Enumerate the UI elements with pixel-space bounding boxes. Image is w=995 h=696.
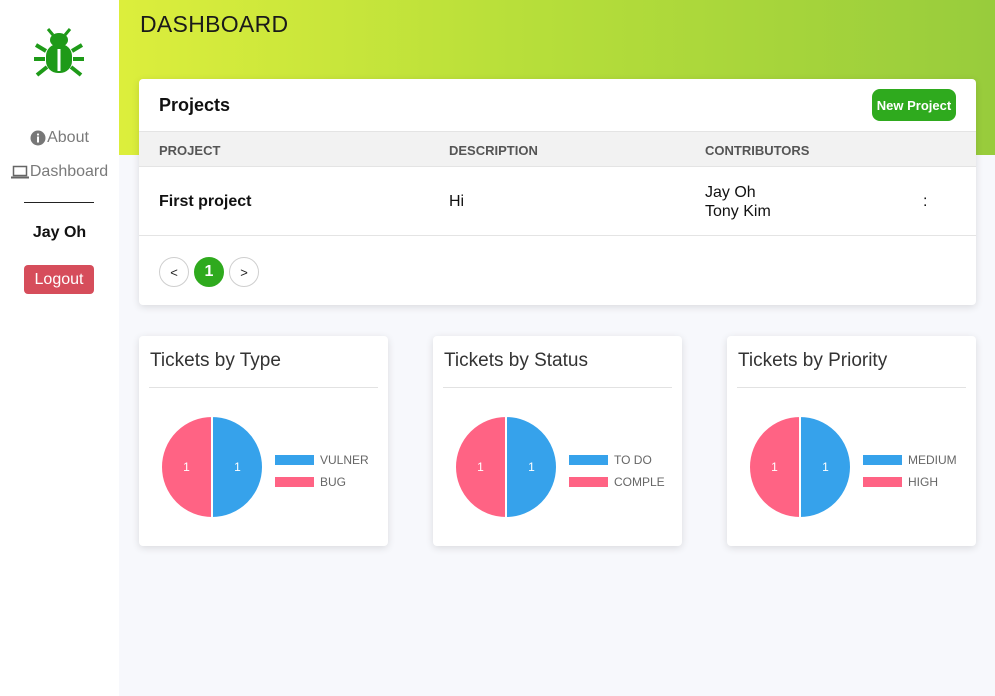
pie-data-label: 1: [528, 460, 535, 474]
pie-data-label: 1: [234, 460, 241, 474]
sidebar-item-about[interactable]: About: [0, 129, 119, 147]
pie-chart[interactable]: 11: [747, 414, 853, 520]
legend-swatch: [569, 455, 608, 465]
chart-title: Tickets by Status: [444, 350, 588, 371]
sidebar-item-dashboard[interactable]: Dashboard: [0, 163, 119, 181]
chart-title: Tickets by Priority: [738, 350, 888, 371]
column-header-project: PROJECT: [159, 143, 221, 158]
pie-data-label: 1: [477, 460, 484, 474]
sidebar-item-label: Dashboard: [29, 163, 109, 180]
legend-swatch: [863, 455, 902, 465]
table-row[interactable]: First project Hi Jay Oh Tony Kim :: [139, 167, 976, 236]
pie-data-label: 1: [771, 460, 778, 474]
laptop-icon: [10, 165, 29, 179]
legend-item[interactable]: VULNER: [275, 449, 373, 471]
row-menu-button[interactable]: :: [923, 193, 928, 210]
legend-item[interactable]: MEDIUM: [863, 449, 961, 471]
info-circle-icon: [30, 130, 46, 146]
chart-divider: [443, 387, 672, 388]
pie-slice-comple[interactable]: [454, 414, 507, 520]
chart-legend: MEDIUM HIGH: [863, 449, 961, 493]
projects-card: Projects New Project PROJECT DESCRIPTION…: [139, 79, 976, 305]
column-header-contributors: CONTRIBUTORS: [705, 143, 810, 158]
pie-chart[interactable]: 11: [159, 414, 265, 520]
pagination-prev-button[interactable]: <: [159, 257, 189, 287]
bug-icon[interactable]: [33, 27, 85, 79]
legend-item[interactable]: HIGH: [863, 471, 961, 493]
sidebar-divider: [24, 202, 94, 203]
projects-title: Projects: [159, 95, 231, 115]
pie-slice-vulner[interactable]: [211, 414, 264, 520]
legend-item[interactable]: BUG: [275, 471, 373, 493]
contributor-name: Tony Kim: [705, 203, 771, 220]
sidebar: About Dashboard Jay Oh Logout: [0, 0, 119, 696]
chart-divider: [149, 387, 378, 388]
project-description: Hi: [449, 193, 465, 210]
chart-legend: TO DO COMPLE: [569, 449, 667, 493]
new-project-button[interactable]: New Project: [872, 89, 956, 121]
project-contributors: Jay Oh Tony Kim: [705, 183, 771, 221]
pie-data-label: 1: [822, 460, 829, 474]
legend-label: VULNER: [320, 453, 369, 467]
pagination-next-button[interactable]: >: [229, 257, 259, 287]
user-name: Jay Oh: [32, 224, 87, 241]
legend-label: TO DO: [614, 453, 652, 467]
legend-item[interactable]: COMPLE: [569, 471, 667, 493]
sidebar-item-label: About: [47, 129, 89, 146]
legend-swatch: [275, 455, 314, 465]
contributor-name: Jay Oh: [705, 184, 756, 201]
legend-label: HIGH: [908, 475, 938, 489]
column-header-description: DESCRIPTION: [449, 143, 538, 158]
pie-slice-bug[interactable]: [160, 414, 213, 520]
legend-item[interactable]: TO DO: [569, 449, 667, 471]
legend-swatch: [863, 477, 902, 487]
legend-label: BUG: [320, 475, 347, 489]
chart-legend: VULNER BUG: [275, 449, 373, 493]
pie-data-label: 1: [183, 460, 190, 474]
legend-label: COMPLE: [614, 475, 665, 489]
logout-button[interactable]: Logout: [24, 265, 94, 294]
legend-swatch: [569, 477, 608, 487]
project-name[interactable]: First project: [159, 193, 252, 210]
table-header: PROJECT DESCRIPTION CONTRIBUTORS: [139, 131, 976, 167]
chart-title: Tickets by Type: [150, 350, 281, 371]
pie-slice-high[interactable]: [748, 414, 801, 520]
pie-chart[interactable]: 11: [453, 414, 559, 520]
chart-divider: [737, 387, 966, 388]
page-title: DASHBOARD: [140, 11, 289, 37]
legend-label: MEDIUM: [908, 453, 957, 467]
pie-slice-medium[interactable]: [799, 414, 852, 520]
legend-swatch: [275, 477, 314, 487]
pagination-page-button[interactable]: 1: [194, 257, 224, 287]
pie-slice-to-do[interactable]: [505, 414, 558, 520]
